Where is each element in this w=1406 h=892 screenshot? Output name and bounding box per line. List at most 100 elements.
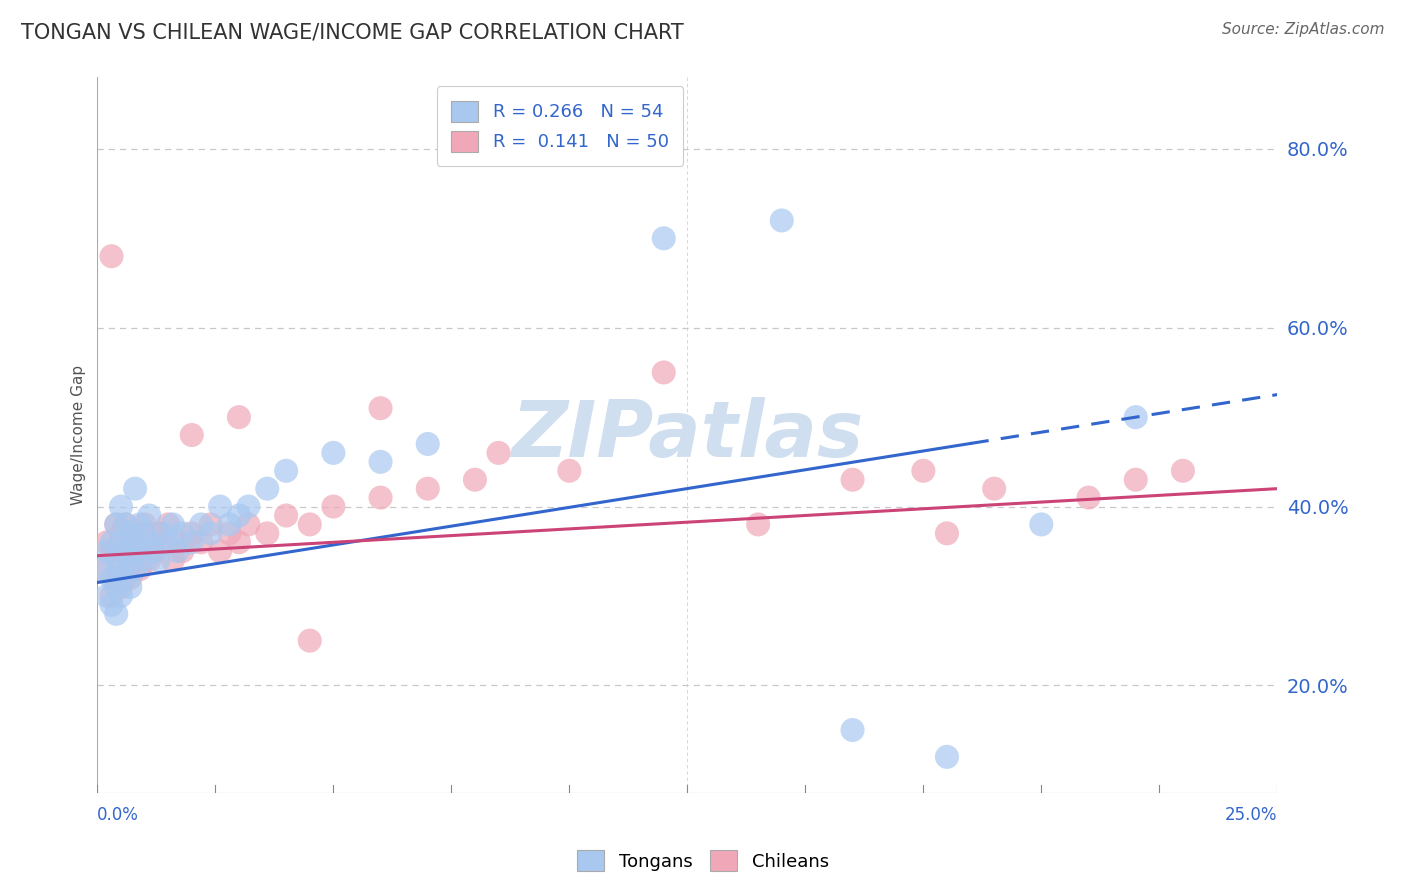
Point <box>100 589 122 603</box>
Point <box>110 562 132 576</box>
Y-axis label: Wage/Income Gap: Wage/Income Gap <box>72 365 86 505</box>
Point <box>100 544 122 558</box>
Point <box>114 517 136 532</box>
Point <box>256 482 278 496</box>
Point <box>128 544 150 558</box>
Point <box>464 473 486 487</box>
Point <box>134 553 156 567</box>
Point <box>134 517 156 532</box>
Point <box>96 589 118 603</box>
Point <box>322 500 344 514</box>
Legend: R = 0.266   N = 54, R =  0.141   N = 50: R = 0.266 N = 54, R = 0.141 N = 50 <box>437 87 683 166</box>
Point <box>148 553 170 567</box>
Point <box>105 571 128 585</box>
Point <box>124 535 146 549</box>
Text: 25.0%: 25.0% <box>1225 806 1277 824</box>
Point <box>276 464 298 478</box>
Point <box>1171 464 1194 478</box>
Text: Source: ZipAtlas.com: Source: ZipAtlas.com <box>1222 22 1385 37</box>
Point <box>770 213 793 227</box>
Point <box>124 553 146 567</box>
Point <box>105 607 128 621</box>
Point <box>120 526 142 541</box>
Point <box>200 517 222 532</box>
Point <box>110 589 132 603</box>
Point <box>209 544 232 558</box>
Point <box>134 544 156 558</box>
Point <box>298 517 321 532</box>
Point <box>114 571 136 585</box>
Point <box>100 598 122 612</box>
Point <box>100 535 122 549</box>
Point <box>110 580 132 594</box>
Point <box>370 455 392 469</box>
Point <box>1125 473 1147 487</box>
Point <box>120 580 142 594</box>
Point <box>91 562 114 576</box>
Point <box>138 535 160 549</box>
Point <box>124 526 146 541</box>
Point <box>114 544 136 558</box>
Point <box>105 517 128 532</box>
Point <box>105 580 128 594</box>
Point <box>143 544 166 558</box>
Point <box>162 517 184 532</box>
Point <box>162 553 184 567</box>
Point <box>983 482 1005 496</box>
Point <box>228 410 250 425</box>
Point <box>370 401 392 416</box>
Point <box>370 491 392 505</box>
Point <box>652 231 675 245</box>
Point <box>228 535 250 549</box>
Point <box>238 517 260 532</box>
Text: ZIPatlas: ZIPatlas <box>512 397 863 473</box>
Point <box>96 544 118 558</box>
Point <box>416 482 439 496</box>
Point <box>157 517 180 532</box>
Point <box>166 535 188 549</box>
Point <box>200 526 222 541</box>
Point <box>1031 517 1053 532</box>
Point <box>152 535 174 549</box>
Point <box>134 526 156 541</box>
Point <box>558 464 581 478</box>
Point <box>105 517 128 532</box>
Point <box>190 517 212 532</box>
Point <box>180 526 202 541</box>
Point <box>124 562 146 576</box>
Point <box>1077 491 1099 505</box>
Point <box>110 553 132 567</box>
Point <box>114 517 136 532</box>
Point <box>180 535 202 549</box>
Point <box>218 517 240 532</box>
Point <box>488 446 510 460</box>
Point <box>124 482 146 496</box>
Point <box>190 535 212 549</box>
Point <box>228 508 250 523</box>
Point <box>218 526 240 541</box>
Point <box>172 526 194 541</box>
Point <box>936 526 959 541</box>
Point <box>180 428 202 442</box>
Point <box>138 553 160 567</box>
Point <box>298 633 321 648</box>
Point <box>128 517 150 532</box>
Point <box>100 571 122 585</box>
Point <box>128 535 150 549</box>
Point <box>148 526 170 541</box>
Point <box>143 544 166 558</box>
Point <box>96 535 118 549</box>
Point <box>105 553 128 567</box>
Point <box>1125 410 1147 425</box>
Point <box>841 473 863 487</box>
Point <box>114 544 136 558</box>
Point <box>209 500 232 514</box>
Point <box>100 249 122 263</box>
Point <box>157 535 180 549</box>
Point <box>120 553 142 567</box>
Point <box>936 749 959 764</box>
Point <box>912 464 935 478</box>
Point <box>238 500 260 514</box>
Point <box>416 437 439 451</box>
Point <box>747 517 769 532</box>
